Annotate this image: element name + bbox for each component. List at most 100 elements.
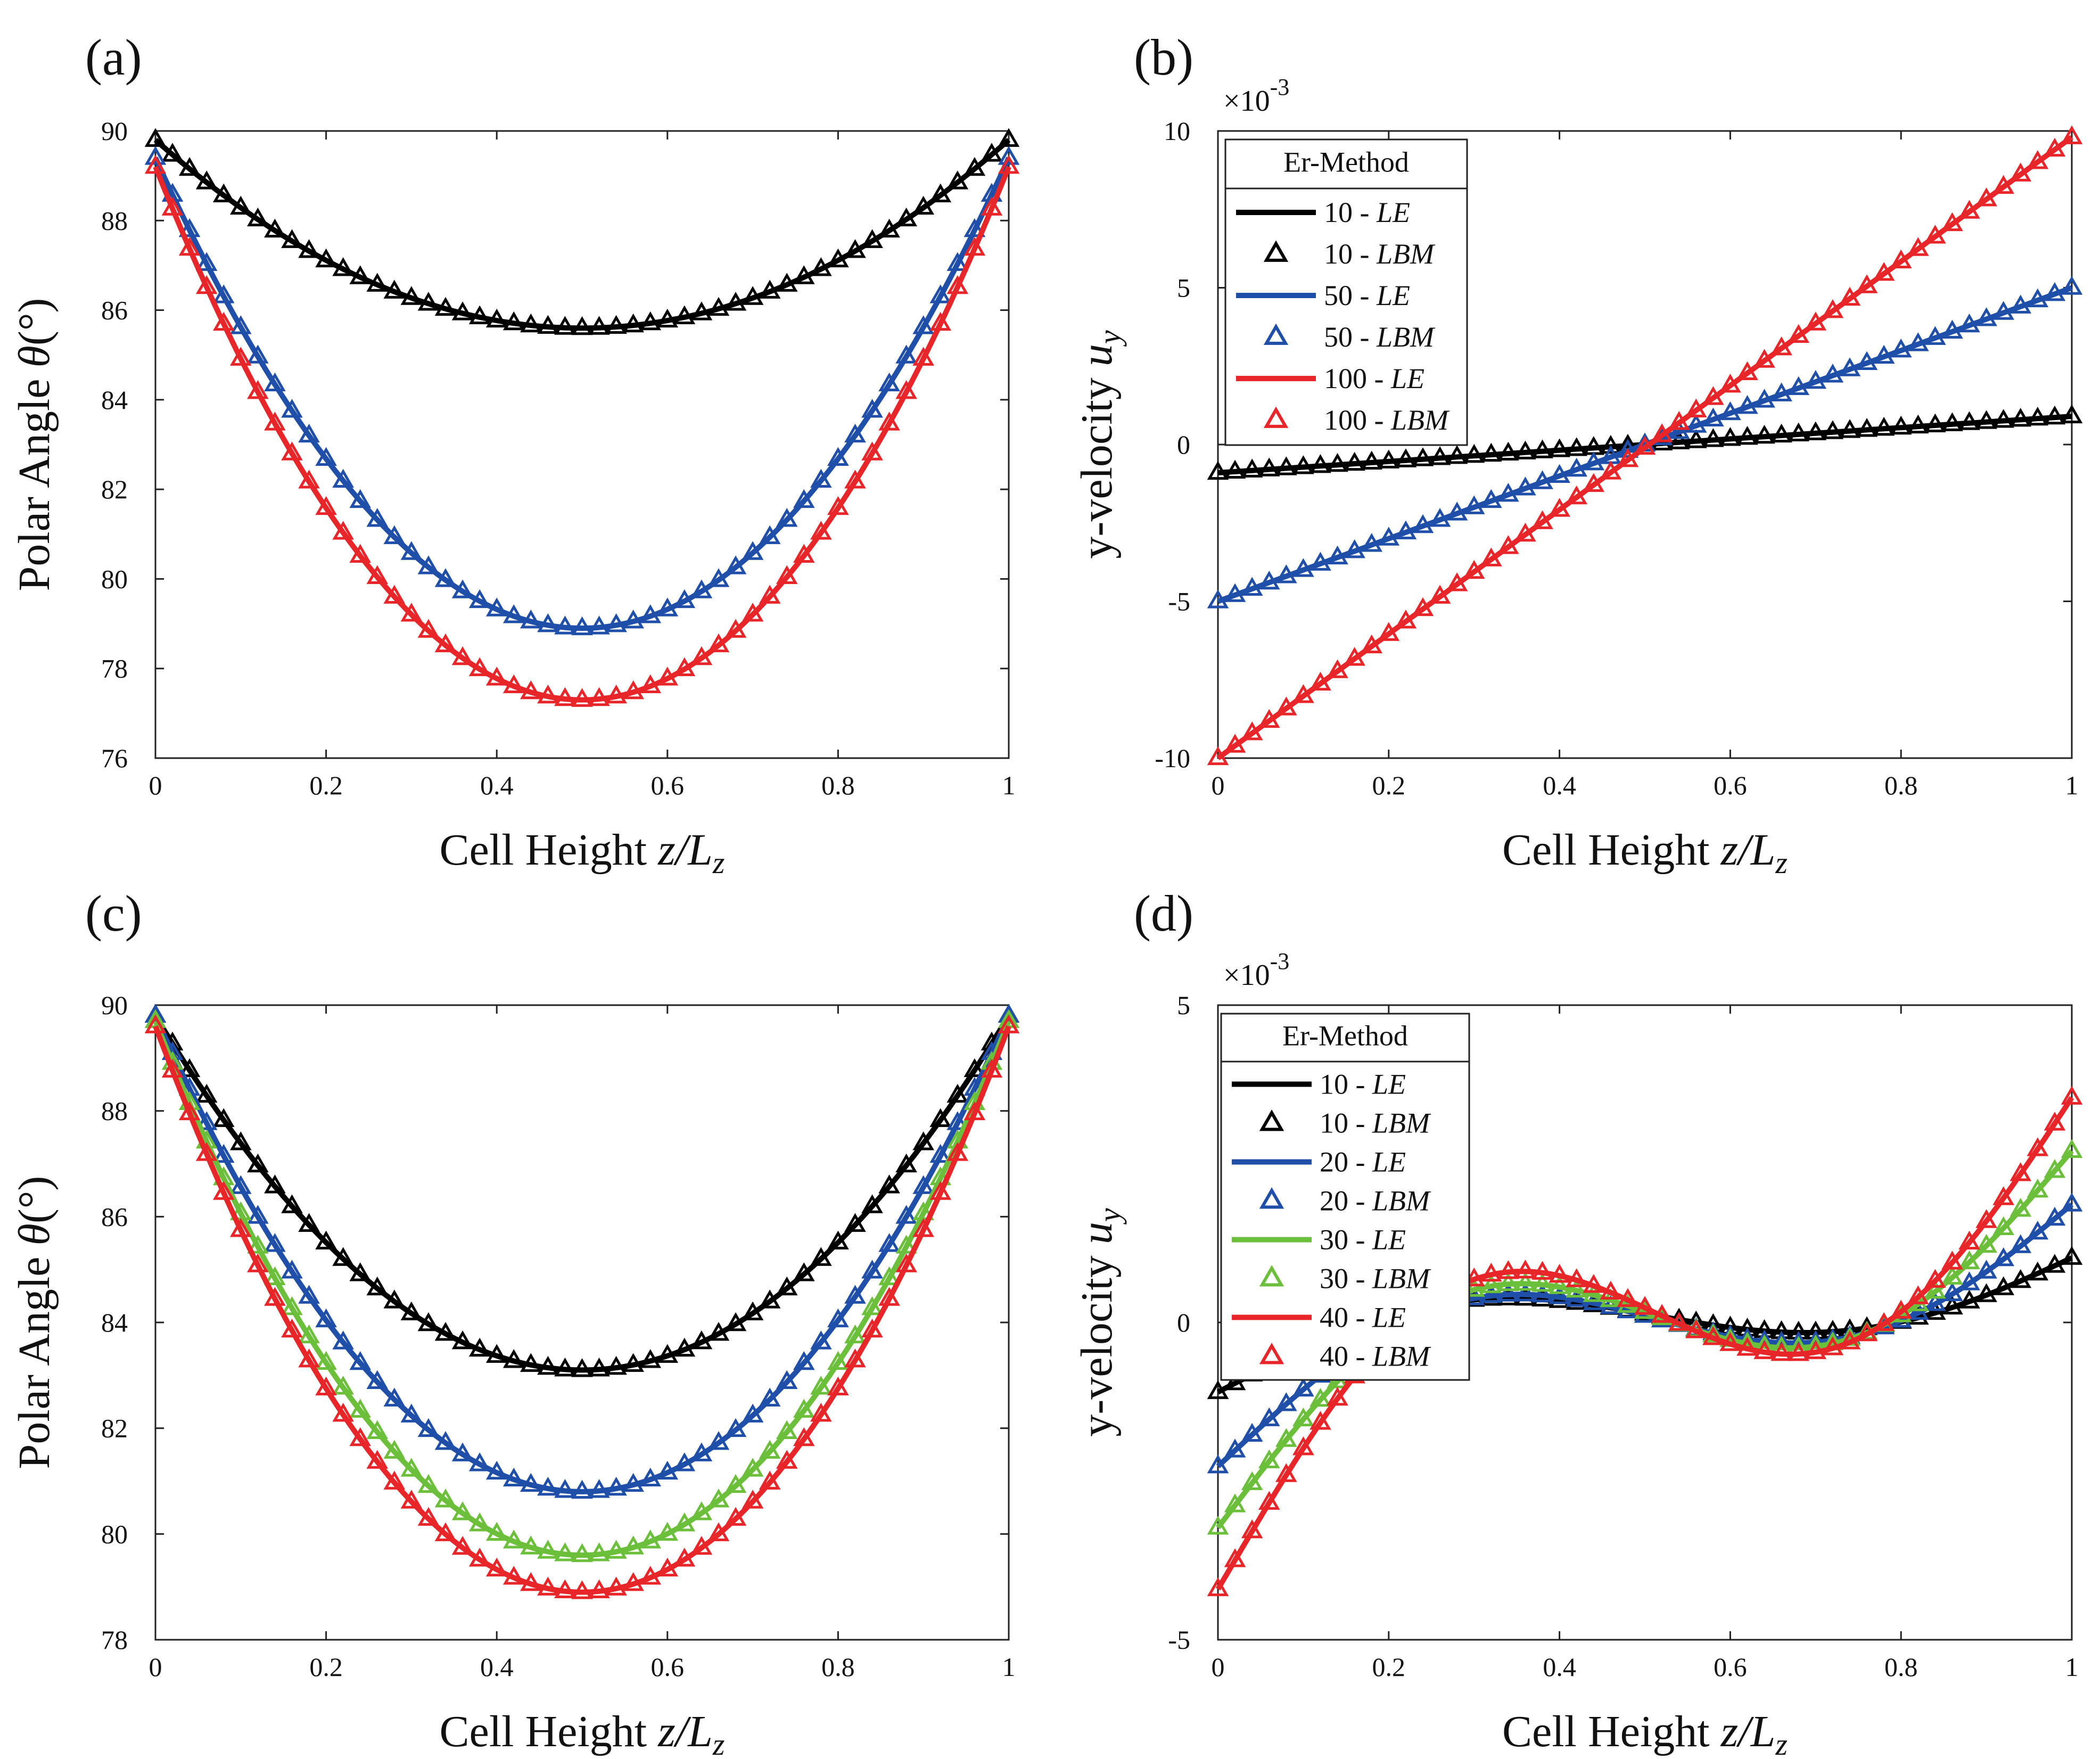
- data-point-marker: [724, 619, 747, 638]
- data-point-marker: [520, 680, 542, 700]
- data-point-marker: [844, 470, 866, 489]
- data-point-marker: [485, 308, 508, 328]
- data-point-marker: [1924, 225, 1946, 244]
- data-point-marker: [1873, 1312, 1895, 1331]
- series-er-100: [144, 155, 1020, 707]
- legend-entry-label: 10 - LE: [1320, 1068, 1406, 1100]
- data-point-marker: [1531, 470, 1553, 489]
- data-point-marker: [673, 1452, 696, 1472]
- data-point-marker: [451, 1330, 474, 1350]
- data-point-marker: [2044, 405, 2066, 425]
- data-point-marker: [1514, 1259, 1536, 1279]
- data-point-marker: [2027, 150, 2049, 169]
- data-point-marker: [912, 347, 935, 366]
- data-point-marker: [1429, 446, 1451, 465]
- x-tick-label: 0.6: [651, 1652, 685, 1682]
- data-point-marker: [1258, 1491, 1280, 1510]
- data-point-marker: [1480, 489, 1502, 508]
- data-point-marker: [2044, 282, 2066, 301]
- data-point-marker: [1992, 1186, 2015, 1205]
- data-point-marker: [400, 286, 423, 305]
- data-point-marker: [1805, 421, 1827, 440]
- data-point-marker: [1566, 1268, 1588, 1287]
- data-point-marker: [605, 315, 627, 334]
- data-point-marker: [332, 521, 354, 540]
- data-point-marker: [1446, 572, 1468, 591]
- data-point-marker: [1924, 1292, 1946, 1311]
- data-point-marker: [1429, 508, 1451, 527]
- data-point-marker: [793, 489, 815, 508]
- data-point-marker: [2061, 125, 2083, 144]
- data-point-marker: [673, 657, 696, 677]
- data-point-marker: [144, 146, 167, 165]
- data-point-marker: [485, 1557, 508, 1577]
- series-line: [153, 166, 1011, 703]
- data-point-marker: [878, 1174, 900, 1194]
- data-point-marker: [2010, 408, 2032, 427]
- data-point-marker: [690, 579, 713, 598]
- data-point-marker: [1788, 1342, 1810, 1361]
- data-point-marker: [281, 1194, 303, 1213]
- data-point-marker: [537, 315, 559, 334]
- data-point-marker: [998, 128, 1020, 147]
- data-point-marker: [195, 1111, 218, 1130]
- data-point-marker: [1549, 1264, 1570, 1283]
- data-point-marker: [1719, 401, 1741, 421]
- data-point-marker: [1531, 1272, 1553, 1292]
- data-point-marker: [1975, 410, 1997, 429]
- data-point-marker: [690, 1330, 713, 1350]
- data-point-marker: [503, 311, 525, 331]
- data-point-marker: [434, 1431, 457, 1450]
- data-point-marker: [247, 380, 269, 399]
- data-point-marker: [844, 423, 866, 443]
- data-point-marker: [742, 1458, 764, 1477]
- data-point-marker: [1583, 1283, 1605, 1302]
- data-point-marker: [588, 1542, 610, 1561]
- data-point-marker: [1378, 449, 1400, 468]
- data-point-marker: [229, 1175, 252, 1194]
- data-point-marker: [724, 1312, 747, 1331]
- data-point-marker: [827, 447, 849, 466]
- data-point-marker: [2061, 276, 2083, 295]
- data-point-marker: [485, 667, 508, 686]
- y-tick-label: 82: [101, 1413, 128, 1443]
- y-tick-label: 0: [1177, 430, 1190, 459]
- data-point-marker: [844, 239, 866, 258]
- data-point-marker: [1788, 376, 1810, 396]
- data-point-marker: [622, 680, 645, 700]
- data-point-marker: [1514, 1283, 1536, 1302]
- data-point-marker: [1719, 1332, 1741, 1351]
- y-axis-label: Polar Angle θ(°): [10, 298, 59, 591]
- data-point-marker: [1412, 447, 1434, 466]
- data-point-marker: [468, 1513, 491, 1532]
- data-point-marker: [673, 1337, 696, 1357]
- x-tick-label: 0.4: [1543, 770, 1576, 800]
- data-point-marker: [605, 1476, 627, 1496]
- data-point-marker: [1958, 411, 1980, 430]
- data-point-marker: [793, 265, 815, 284]
- data-point-marker: [1378, 622, 1400, 641]
- data-point-marker: [844, 1285, 866, 1304]
- data-point-marker: [383, 525, 406, 545]
- legend-marker-swatch: [1259, 1187, 1284, 1209]
- data-point-marker: [195, 1142, 218, 1161]
- data-point-marker: [844, 1324, 866, 1344]
- data-point-marker: [1292, 1377, 1314, 1397]
- data-point-marker: [861, 1318, 883, 1338]
- data-point-marker: [2010, 294, 2032, 314]
- y-tick-label: 82: [101, 474, 128, 504]
- data-point-marker: [1241, 1471, 1263, 1490]
- data-point-marker: [981, 1058, 1003, 1078]
- data-point-marker: [400, 541, 423, 560]
- data-point-marker: [895, 1153, 917, 1173]
- legend-title: Er-Method: [1282, 1020, 1408, 1051]
- y-tick-label: 88: [101, 1096, 128, 1126]
- data-point-marker: [332, 1247, 354, 1266]
- data-point-marker: [485, 1522, 508, 1541]
- data-point-marker: [451, 579, 474, 598]
- legend-title: Er-Method: [1283, 146, 1409, 178]
- data-point-marker: [2027, 1261, 2049, 1281]
- data-point-marker: [383, 1470, 406, 1490]
- legend-entry-label: 100 - LE: [1324, 363, 1424, 394]
